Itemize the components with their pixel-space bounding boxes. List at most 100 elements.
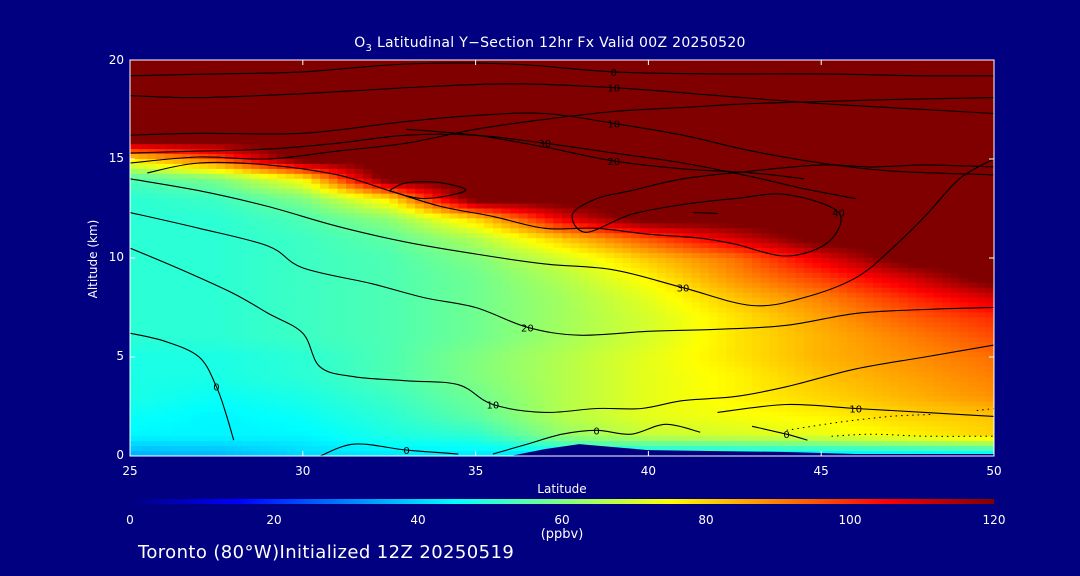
ozone-cell [968,203,978,210]
ozone-cell [838,119,848,125]
ozone-cell [268,64,278,71]
ozone-cell [700,69,710,76]
ozone-cell [458,74,468,81]
ozone-cell [570,69,580,76]
ozone-cell [216,168,226,175]
ozone-cell [562,258,572,264]
ozone-cell [596,258,606,264]
ozone-cell [389,277,399,284]
ozone-cell [898,267,909,274]
ozone-cell [294,124,304,130]
ozone-cell [242,267,252,274]
ozone-cell [778,272,788,279]
ozone-cell [605,74,615,81]
ozone-cell [527,272,537,279]
ozone-cell [311,302,321,309]
ozone-cell [812,302,822,309]
ozone-cell [829,114,840,120]
ozone-cell [492,248,503,254]
ozone-cell [562,168,572,175]
ozone-cell [510,159,520,165]
ozone-cell [138,272,148,279]
ozone-cell [726,129,736,135]
ozone-cell [847,178,857,185]
ozone-cell [389,149,399,155]
ozone-cell [173,203,183,210]
ozone-cell [873,154,883,160]
ozone-cell [389,223,399,229]
ozone-cell [648,144,658,150]
ozone-cell [449,198,459,205]
ozone-cell [795,253,805,259]
ozone-cell [898,69,909,76]
ozone-cell [812,178,822,185]
ozone-cell [873,99,883,106]
ozone-cell [873,159,883,165]
ozone-cell [959,248,969,254]
ozone-cell [268,302,278,309]
ozone-cell [942,238,952,244]
ozone-cell [795,302,805,309]
ozone-cell [968,228,978,234]
ozone-cell [665,119,675,125]
ozone-cell [199,213,209,219]
ozone-cell [302,267,313,274]
ozone-cell [665,262,675,269]
ozone-cell [968,208,978,215]
ozone-cell [743,84,753,91]
ozone-cell [682,74,693,81]
ozone-cell [415,243,425,249]
ozone-cell [959,267,969,274]
ozone-cell [147,198,157,205]
ozone-cell [190,173,200,180]
ozone-cell [812,218,822,224]
ozone-cell [596,94,606,101]
ozone-cell [199,218,209,224]
ozone-cell [190,228,200,234]
ozone-cell [847,84,857,91]
ozone-cell [510,243,520,249]
ozone-cell [285,203,295,210]
ozone-cell [665,134,675,140]
ozone-cell [207,159,217,165]
ozone-cell [216,69,226,76]
ozone-cell [311,168,321,175]
ozone-cell [950,74,961,81]
ozone-cell [579,129,589,135]
ozone-cell [328,60,338,66]
ozone-cell [518,173,529,180]
ozone-cell [276,109,287,116]
ozone-cell [501,243,511,249]
ozone-cell [890,144,900,150]
ozone-cell [138,188,148,195]
ozone-cell [553,243,563,249]
ozone-cell [778,84,788,91]
ozone-cell [803,277,814,284]
ozone-cell [268,193,278,200]
ozone-cell [259,297,269,304]
ozone-cell [501,287,511,294]
ozone-cell [250,282,261,289]
ozone-cell [898,262,909,269]
ozone-cell [855,94,865,101]
ozone-cell [855,228,865,234]
ozone-cell [795,292,805,299]
ozone-cell [795,218,805,224]
ozone-cell [250,223,261,229]
ozone-cell [605,124,615,130]
ozone-cell [458,134,468,140]
ozone-cell [285,282,295,289]
ozone-cell [942,178,952,185]
ozone-cell [346,119,356,125]
ozone-cell [786,243,796,249]
ozone-cell [441,109,451,116]
ozone-cell [639,64,649,71]
ozone-cell [389,94,399,101]
ozone-cell [432,218,442,224]
ozone-cell [242,262,252,269]
ozone-cell [579,258,589,264]
ozone-cell [138,228,148,234]
ozone-cell [829,149,840,155]
ozone-cell [674,208,684,215]
ozone-cell [371,253,382,259]
